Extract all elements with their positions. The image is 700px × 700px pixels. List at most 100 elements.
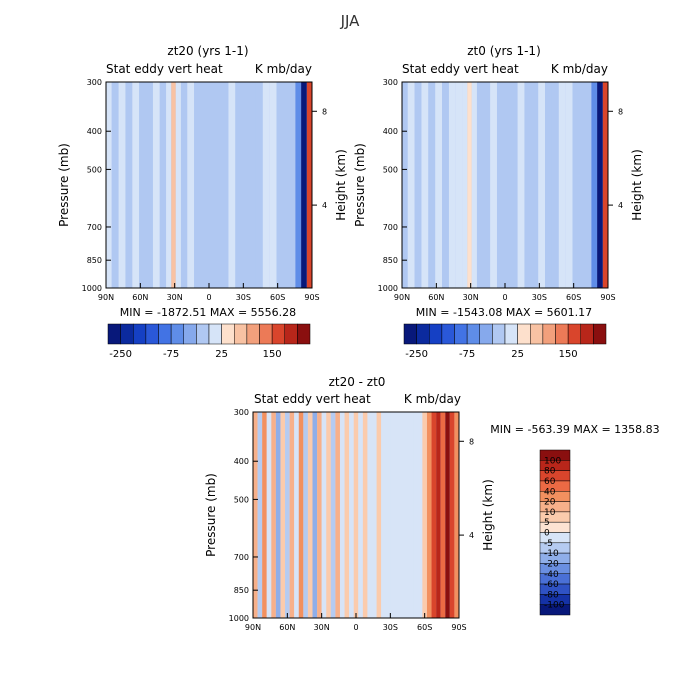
heat-cell xyxy=(301,82,307,288)
colorbar-label: -75 xyxy=(459,349,475,360)
heat-cell xyxy=(166,82,172,288)
colorbar-label: -80 xyxy=(544,590,559,600)
panel-zt0-subtitle-left: Stat eddy vert heat xyxy=(402,62,519,76)
y-tick-label: 700 xyxy=(87,223,102,232)
colorbar-swatch xyxy=(466,323,481,345)
colorbar-swatch xyxy=(234,323,248,345)
colorbar-label: 60 xyxy=(544,477,556,487)
heat-cell xyxy=(597,82,603,288)
y-tick-label: 1000 xyxy=(378,284,398,293)
x-tick-label: 90S xyxy=(600,293,615,302)
heat-cell xyxy=(407,82,415,288)
heat-cell xyxy=(298,412,304,618)
heat-cell xyxy=(422,412,427,618)
colorbar-label: -75 xyxy=(163,349,179,360)
heat-cell xyxy=(289,82,296,288)
colorbar-swatch xyxy=(246,323,260,345)
panel-zt0-ylabel-right: Height (km) xyxy=(630,149,644,220)
heat-cell xyxy=(376,412,382,618)
heat-cell xyxy=(295,82,302,288)
x-tick-label: 60N xyxy=(428,293,444,302)
heat-cell xyxy=(440,412,446,618)
heat-cell xyxy=(262,82,270,288)
panel-zt20: zt20 (yrs 1-1) Stat eddy vert heat K mb/… xyxy=(57,44,348,360)
colorbar-swatch xyxy=(429,323,443,345)
heat-cell xyxy=(426,412,432,618)
colorbar-swatch xyxy=(542,323,556,345)
heat-cell xyxy=(358,412,363,618)
colorbar-swatch xyxy=(539,604,571,616)
heat-cell xyxy=(404,412,409,618)
heat-cell xyxy=(558,82,566,288)
heat-cell xyxy=(159,82,167,288)
panel-zt0-subtitle-right: K mb/day xyxy=(551,62,608,76)
heat-cell xyxy=(317,412,322,618)
heat-cell xyxy=(152,82,160,288)
heat-cell xyxy=(326,412,331,618)
panel-diff-minmax: MIN = -563.39 MAX = 1358.83 xyxy=(490,423,659,436)
heat-cell xyxy=(455,82,463,288)
heat-cell xyxy=(408,412,414,618)
colorbar-label: -250 xyxy=(405,349,428,360)
panel-zt20-subtitle-right: K mb/day xyxy=(255,62,312,76)
heat-cell xyxy=(471,82,477,288)
x-tick-label: 30N xyxy=(314,623,330,632)
colorbar-label: 100 xyxy=(544,456,561,466)
colorbar-swatch xyxy=(133,323,147,345)
colorbar-swatch xyxy=(403,323,417,345)
y-tick-label: 850 xyxy=(234,586,249,595)
heat-cell xyxy=(106,82,112,288)
heat-cell xyxy=(385,412,391,618)
height-tick-label: 8 xyxy=(322,107,327,116)
colorbar-swatch xyxy=(196,323,210,345)
heat-cell xyxy=(303,412,308,618)
x-tick-label: 90S xyxy=(451,623,466,632)
heat-cell xyxy=(111,82,119,288)
panel-zt0: zt0 (yrs 1-1) Stat eddy vert heat K mb/d… xyxy=(353,44,644,360)
heat-cell xyxy=(538,82,546,288)
colorbar-swatch xyxy=(284,323,298,345)
heat-cell xyxy=(462,82,468,288)
colorbar-swatch xyxy=(107,323,121,345)
colorbar-label: 0 xyxy=(544,529,550,539)
panel-zt0-title: zt0 (yrs 1-1) xyxy=(467,44,541,58)
heat-cell xyxy=(399,412,405,618)
colorbar-swatch xyxy=(555,323,569,345)
heat-cell xyxy=(390,412,395,618)
x-tick-label: 30N xyxy=(167,293,183,302)
heat-cell xyxy=(585,82,592,288)
colorbar-label: -20 xyxy=(544,559,559,569)
colorbar-swatch xyxy=(593,323,607,345)
heat-cell xyxy=(200,82,208,288)
colorbar-swatch xyxy=(504,323,518,345)
heat-cell xyxy=(180,82,188,288)
x-tick-label: 0 xyxy=(206,293,211,302)
y-tick-label: 700 xyxy=(383,223,398,232)
heat-cell xyxy=(187,82,195,288)
heat-cell xyxy=(235,82,243,288)
heat-cell xyxy=(146,82,153,288)
colorbar-label: -60 xyxy=(544,580,559,590)
heat-cell xyxy=(253,412,258,618)
colorbar-label: 25 xyxy=(511,349,524,360)
y-tick-label: 500 xyxy=(234,495,249,504)
heat-cell xyxy=(249,82,256,288)
y-tick-label: 300 xyxy=(234,408,249,417)
heat-cell xyxy=(207,82,215,288)
x-tick-label: 60S xyxy=(566,293,581,302)
colorbar-swatch xyxy=(530,323,544,345)
heat-cell xyxy=(602,82,608,288)
height-tick-label: 4 xyxy=(322,201,327,210)
heat-cell xyxy=(572,82,580,288)
heat-cell xyxy=(579,82,586,288)
heat-cell xyxy=(255,82,263,288)
heat-cell xyxy=(271,412,276,618)
heat-cell xyxy=(417,412,423,618)
heat-cell xyxy=(262,412,267,618)
panel-zt20-ylabel: Pressure (mb) xyxy=(57,143,71,227)
heat-cell xyxy=(294,412,299,618)
colorbar-swatch xyxy=(183,323,197,345)
x-tick-label: 30S xyxy=(236,293,251,302)
panel-zt20-ylabel-right: Height (km) xyxy=(334,149,348,220)
panel-diff-subtitle-right: K mb/day xyxy=(404,392,461,406)
